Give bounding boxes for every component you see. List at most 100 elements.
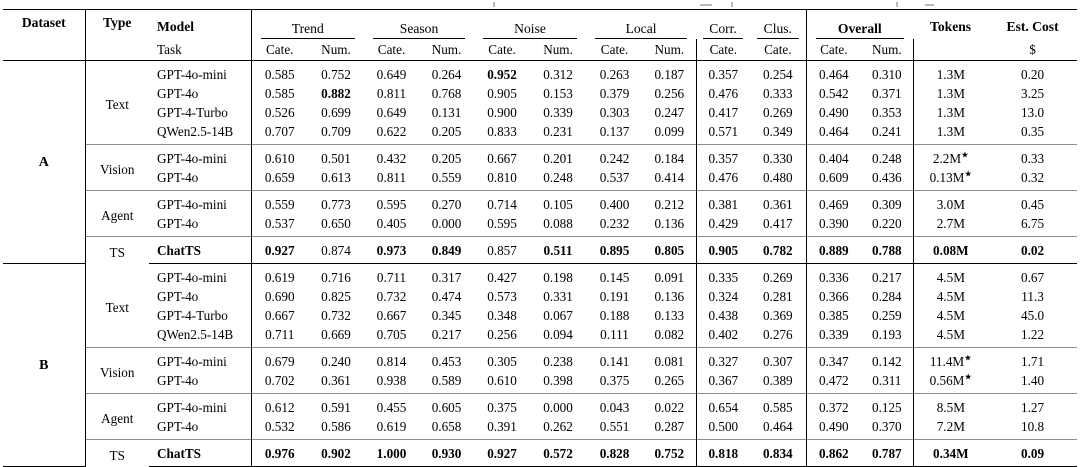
type-label: Vision — [85, 347, 149, 394]
metric-value: 0.336 — [805, 263, 862, 287]
metric-value: 0.141 — [586, 347, 644, 371]
header-row-1: Dataset Type Model Trend Season Noise Lo… — [3, 9, 1077, 61]
metric-value: 0.375 — [599, 373, 630, 388]
cost-value: 3.25 — [1021, 86, 1045, 101]
subcol-noise-num: Num. — [530, 39, 587, 61]
metric-value: 0.375 — [474, 393, 531, 417]
group-label-season: Season — [373, 21, 466, 39]
table-header: Dataset Type Model Trend Season Noise Lo… — [3, 9, 1078, 61]
group-label-noise: Noise — [483, 21, 578, 39]
group-label-local: Local — [595, 21, 688, 39]
col-group-trend: Trend — [251, 10, 364, 39]
metric-value: 0.613 — [321, 170, 351, 185]
subcol-clus-cate: Cate. — [750, 39, 807, 61]
metric-value: 0.862 — [805, 439, 862, 467]
type-label: Vision — [85, 144, 149, 191]
metric-value: 0.591 — [308, 393, 365, 417]
subcol-trend-cate: Cate. — [250, 39, 308, 61]
metric-value: 0.469 — [805, 190, 862, 214]
metric-value: 0.782 — [750, 236, 807, 264]
metric-value: 0.367 — [695, 371, 751, 394]
metric-value: 0.287 — [654, 419, 685, 434]
caption-remnant — [700, 4, 712, 6]
metric-value: 0.952 — [487, 67, 517, 82]
subcol-tokens-spacer — [912, 39, 989, 61]
metric-value: 0.193 — [871, 327, 902, 342]
cost-value: 6.75 — [1021, 216, 1045, 231]
cost-value: 0.45 — [988, 190, 1078, 214]
metric-value: 0.000 — [431, 216, 462, 231]
subcol-trend-num: Num. — [308, 39, 365, 61]
metric-value: 0.612 — [250, 393, 308, 417]
metric-value: 0.882 — [321, 86, 351, 101]
metric-value: 0.247 — [654, 105, 685, 120]
metric-value: 0.390 — [805, 214, 862, 237]
metric-value: 0.811 — [376, 170, 407, 185]
metric-value: 0.585 — [750, 393, 807, 417]
metric-value: 0.331 — [543, 289, 573, 304]
metric-value: 0.333 — [762, 86, 793, 101]
metric-value: 0.679 — [250, 347, 308, 371]
tokens-value: 0.34M — [912, 439, 989, 467]
metric-value: 0.610 — [250, 144, 308, 168]
metric-value: 0.131 — [431, 105, 462, 120]
metric-value: 0.256 — [654, 86, 685, 101]
tokens-star: ★ — [964, 352, 972, 363]
metric-value: 0.649 — [376, 105, 407, 120]
subcol-corr-cate: Cate. — [695, 39, 751, 61]
metric-value: 0.217 — [431, 327, 462, 342]
metric-value: 0.818 — [695, 439, 751, 467]
metric-value: 0.094 — [543, 327, 573, 342]
cost-value: 45.0 — [1021, 308, 1045, 323]
metric-value: 0.201 — [530, 144, 587, 168]
metric-value: 0.238 — [530, 347, 587, 371]
metric-value: 0.303 — [599, 105, 630, 120]
metric-value: 0.099 — [654, 124, 685, 139]
metric-value: 0.284 — [871, 289, 902, 304]
metric-value: 0.455 — [364, 393, 420, 417]
tokens-value: 1.3M — [912, 103, 989, 122]
metric-value: 0.810 — [487, 170, 517, 185]
table-row: GPT-4o 0.585 0.882 0.811 0.768 0.905 0.153 0.37… — [3, 84, 1077, 103]
metric-value: 0.973 — [364, 236, 420, 264]
tokens-value: 2.2M★ — [912, 144, 989, 168]
metric-value: 0.768 — [431, 86, 462, 101]
metric-value: 0.834 — [750, 439, 807, 467]
metric-value: 0.900 — [487, 105, 517, 120]
table-body: A Text GPT-4o-mini 0.585 0.752 0.649 0.264 0.95… — [3, 60, 1078, 467]
metric-value: 0.217 — [871, 270, 902, 285]
metric-value: 0.400 — [586, 190, 644, 214]
metric-value: 0.714 — [474, 190, 531, 214]
metric-value: 0.311 — [872, 373, 902, 388]
metric-value: 0.043 — [586, 393, 644, 417]
cost-value: 13.0 — [1021, 105, 1045, 120]
table-row: Vision GPT-4o-mini 0.679 0.240 0.814 0.453 0.3… — [3, 347, 1078, 394]
model-name: QWen2.5-14B — [149, 325, 252, 348]
metric-value: 0.427 — [487, 270, 517, 285]
model-name: GPT-4o — [149, 287, 252, 306]
type-label: Agent — [85, 190, 149, 237]
metric-value: 0.281 — [762, 289, 793, 304]
metric-value: 0.187 — [654, 67, 685, 82]
metric-value: 0.125 — [861, 393, 914, 417]
metric-value: 0.814 — [364, 347, 420, 371]
type-label: Text — [105, 299, 129, 315]
metric-value: 0.905 — [487, 86, 517, 101]
model-name: GPT-4o — [149, 417, 252, 440]
caption-remnant — [493, 2, 495, 7]
metric-value: 0.022 — [643, 393, 697, 417]
metric-value: 0.404 — [805, 144, 862, 168]
metric-value: 0.264 — [431, 67, 462, 82]
metric-value: 0.205 — [431, 124, 462, 139]
metric-value: 0.145 — [599, 270, 630, 285]
metric-value: 0.417 — [762, 216, 793, 231]
col-header-model: Model — [149, 9, 252, 39]
metric-value: 0.595 — [487, 216, 517, 231]
tokens-value: 7.2M — [912, 417, 989, 440]
metric-value: 0.711 — [376, 270, 407, 285]
metric-value: 0.312 — [543, 67, 573, 82]
table-row: GPT-4o 0.659 0.613 0.811 0.559 0.810 0.248 0.53… — [3, 168, 1077, 191]
model-name: GPT-4o-mini — [149, 393, 252, 417]
caption-remnant — [896, 2, 898, 7]
